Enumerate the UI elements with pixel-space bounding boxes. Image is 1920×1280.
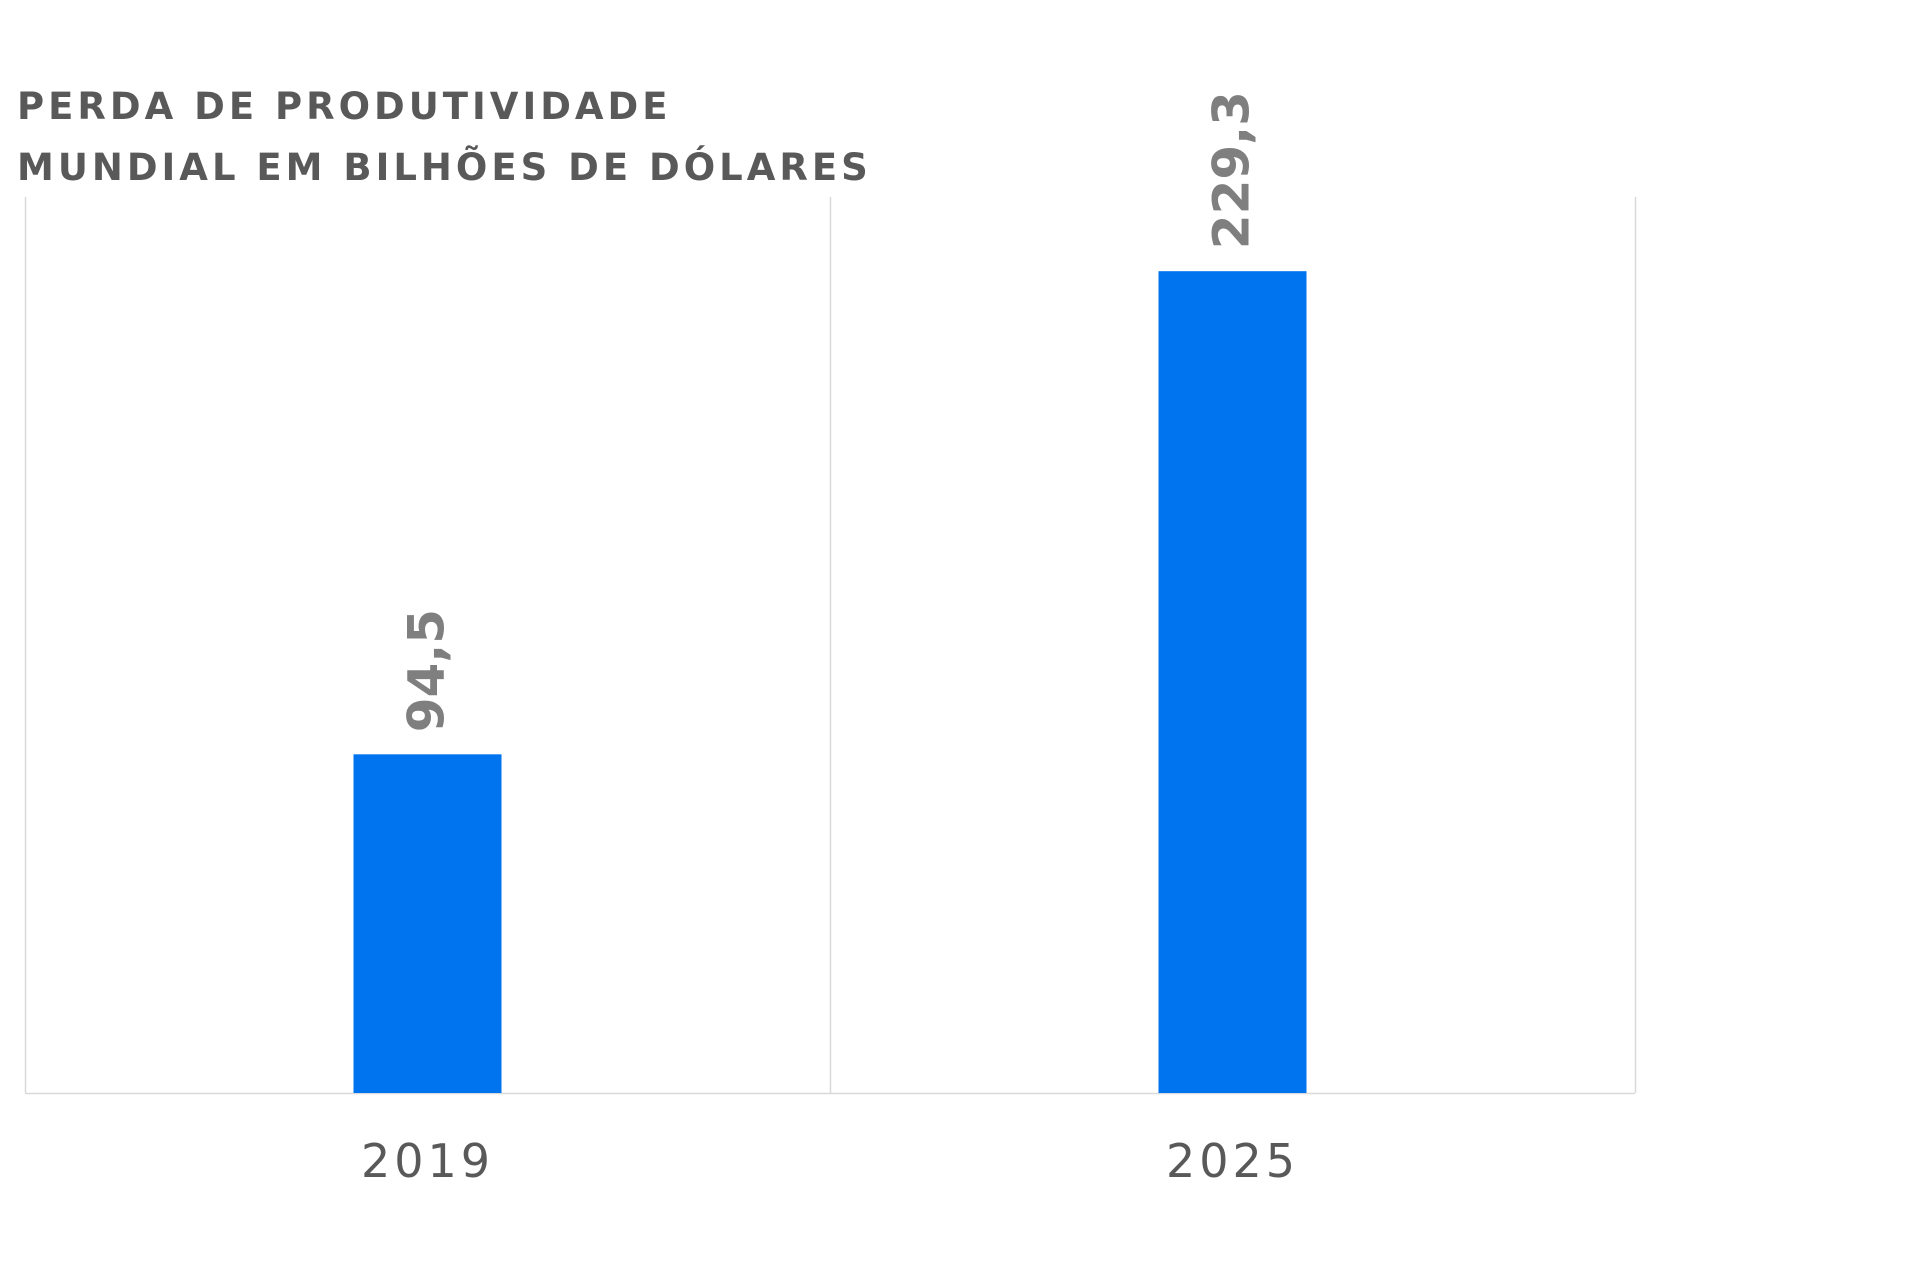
- chart-title-line-1: PERDA DE PRODUTIVIDADE: [17, 85, 672, 128]
- chart-title-line-2: MUNDIAL EM BILHÕES DE DÓLARES: [17, 146, 872, 189]
- value-label-2019: 94,5: [398, 609, 456, 732]
- chart-title: PERDA DE PRODUTIVIDADE MUNDIAL EM BILHÕE…: [17, 76, 872, 198]
- x-tick-label-2025: 2025: [1166, 1134, 1299, 1188]
- bars: [353, 271, 1307, 1093]
- bar-2019: [353, 754, 502, 1093]
- value-label-2025: 229,3: [1203, 91, 1261, 249]
- gridlines: [24, 197, 1637, 1095]
- bar-2025: [1158, 271, 1307, 1093]
- x-axis-tick-labels: 2019 2025: [361, 1134, 1299, 1188]
- value-labels: 94,5 229,3: [398, 91, 1261, 732]
- x-tick-label-2019: 2019: [361, 1134, 494, 1188]
